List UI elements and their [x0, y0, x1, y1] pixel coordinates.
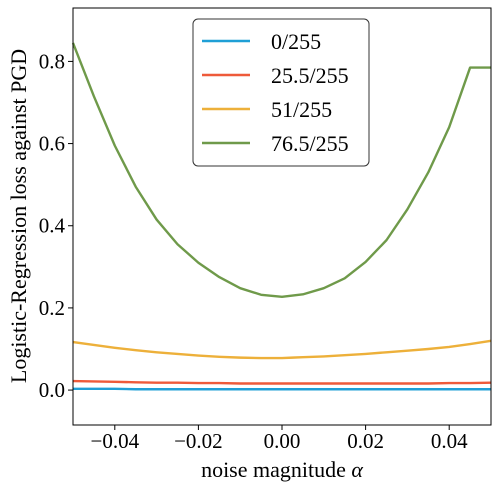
legend-label-0: 0/255 [271, 29, 321, 54]
x-axis-label: noise magnitude α [201, 457, 363, 482]
series-layer [71, 42, 492, 391]
legend-entries: 0/255 25.5/255 51/255 76.5/255 [202, 29, 349, 156]
x-axis-label-symbol: α [351, 457, 363, 482]
y-tick-label: 0.4 [39, 214, 66, 238]
legend-label-2: 51/255 [271, 97, 332, 122]
x-tick-label: −0.04 [91, 429, 140, 453]
legend-label-1: 25.5/255 [271, 63, 349, 88]
legend-box [192, 18, 370, 167]
series-line-2 [72, 339, 492, 360]
y-tick-label: 0.6 [39, 132, 65, 156]
x-tick-label: −0.02 [174, 429, 223, 453]
y-axis-ticks: 0.0 0.2 0.4 0.6 0.8 [39, 49, 73, 402]
legend-label-3: 76.5/255 [271, 131, 349, 156]
x-tick-label: 0.02 [347, 429, 384, 453]
y-tick-label: 0.8 [39, 49, 65, 73]
series-line-1 [72, 379, 492, 385]
y-tick-label: 0.2 [39, 296, 65, 320]
y-tick-label: 0.0 [39, 378, 65, 402]
x-axis-label-text: noise magnitude [201, 457, 346, 482]
series-line-3 [71, 42, 491, 299]
x-tick-label: 0.04 [431, 429, 468, 453]
legend: 0/255 25.5/255 51/255 76.5/255 [192, 18, 370, 167]
x-axis-ticks: −0.04 −0.02 0.00 0.02 0.04 [91, 425, 468, 453]
x-tick-label: 0.00 [264, 429, 301, 453]
y-axis-label: Logistic-Regression loss against PGD [6, 49, 31, 383]
